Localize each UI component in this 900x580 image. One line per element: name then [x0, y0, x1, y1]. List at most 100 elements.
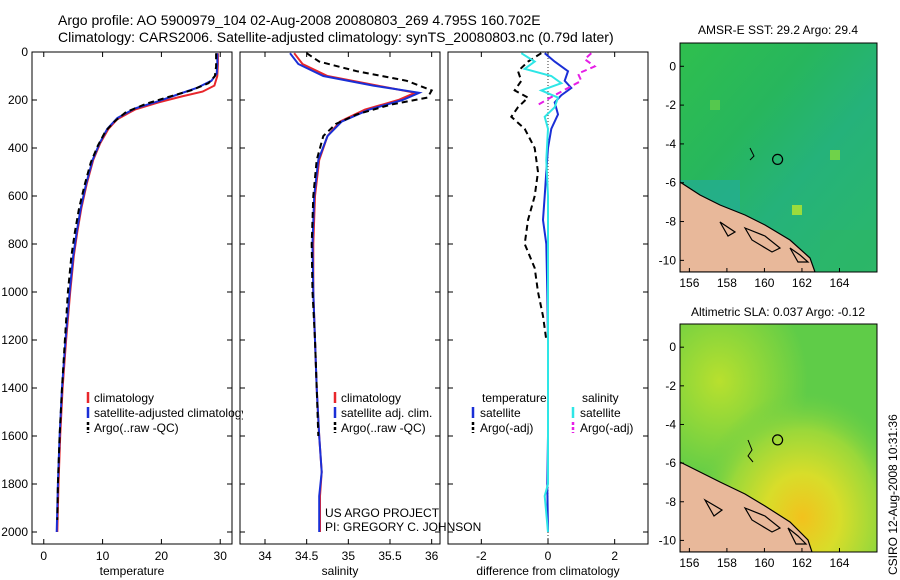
sla-coast-fragment [747, 439, 754, 463]
sla-map: Altimetric SLA: 0.037 Argo: -0.12 156 158… [659, 305, 878, 570]
map-x-tick-label: 158 [717, 556, 737, 570]
legend-label: climatology [94, 391, 154, 405]
legend-label: Argo(..raw -QC) [94, 421, 179, 435]
x-axis-label: temperature [100, 564, 165, 578]
sla-map-axes: 156 158 160 162 164 0 -2 -4 -6 -8 -10 [659, 340, 850, 570]
sla-land-solomon [680, 461, 813, 552]
map-y-tick-label: 0 [669, 340, 676, 354]
map-y-tick-label: -8 [665, 215, 676, 229]
map-x-tick-label: 156 [679, 556, 699, 570]
sst-warm-pixel [710, 100, 720, 110]
legend-label: satellite adj. clim. [341, 406, 432, 420]
x-tick-label: 35 [342, 549, 356, 563]
y-tick-label: 1800 [1, 477, 28, 491]
y-tick-label: 1200 [1, 333, 28, 347]
sst-map: AMSR-E SST: 29.2 Argo: 29.4 156 158 160 162… [659, 23, 878, 290]
climatology-title: Climatology: CARS2006. Satellite-adjuste… [58, 29, 614, 45]
y-tick-label: 0 [21, 45, 28, 59]
y-tick-label: 1400 [1, 381, 28, 395]
sla-map-frame [679, 323, 878, 553]
map-x-tick-label: 160 [754, 556, 774, 570]
series-satellite [289, 52, 423, 532]
map-y-tick-label: -10 [659, 253, 677, 267]
profile-title: Argo profile: AO 5900979_104 02-Aug-2008… [58, 12, 541, 28]
chart-temperature: 0 10 20 30 0 200 400 600 800 1000 1200 1400 1600 1800… [1, 45, 247, 578]
sst-land-island [743, 226, 782, 253]
map-y-tick-label: -10 [659, 533, 677, 547]
legend-label: Argo(-adj) [480, 421, 533, 435]
argo-location-marker [771, 434, 784, 446]
series-argo_salinity [537, 52, 597, 106]
x-tick-label: 2 [611, 549, 618, 563]
x-tick-label: 30 [214, 549, 228, 563]
map-x-tick-label: 160 [754, 276, 774, 290]
map-y-tick-label: -4 [665, 417, 676, 431]
series-climatology [56, 53, 219, 533]
series-argo [509, 52, 548, 341]
sst-land-island [719, 221, 737, 237]
x-tick-label: 10 [96, 549, 110, 563]
y-tick-label: 800 [8, 237, 28, 251]
x-tick-label: 34.5 [295, 549, 319, 563]
sst-map-title: AMSR-E SST: 29.2 Argo: 29.4 [698, 23, 858, 37]
sst-map-axes: 156 158 160 162 164 0 -2 -4 -6 -8 -10 [659, 59, 850, 290]
profile-plots: 0 10 20 30020040060080010001200140016001800… [1, 45, 649, 578]
y-tick-label: 1000 [1, 285, 28, 299]
sst-coast-fragment [749, 147, 755, 161]
map-x-tick-label: 164 [829, 276, 849, 290]
sla-land-island [787, 527, 808, 545]
y-tick-label: 200 [8, 93, 28, 107]
legend-label: Argo(..raw -QC) [341, 421, 426, 435]
legend-label: Argo(-adj) [580, 421, 633, 435]
map-y-tick-label: -8 [665, 495, 676, 509]
legend-group-heading: salinity [582, 391, 619, 405]
series-satellite [55, 53, 219, 533]
legend-label: satellite [480, 406, 521, 420]
plot-frame [31, 51, 233, 545]
x-tick-label: 36 [425, 549, 439, 563]
y-tick-label: 2000 [1, 525, 28, 539]
x-tick-label: -2 [476, 549, 487, 563]
argo-location-marker [771, 153, 784, 165]
map-x-tick-label: 162 [792, 276, 812, 290]
project-pi: PI: GREGORY C. JOHNSON [325, 520, 482, 534]
sst-land-solomon [680, 181, 816, 272]
x-axis-label: salinity [322, 564, 359, 578]
x-tick-label: 35.5 [378, 549, 402, 563]
project-credit: US ARGO PROJECT PI: GREGORY C. JOHNSON [325, 506, 481, 534]
sla-land-island [703, 498, 724, 517]
x-tick-label: 0 [40, 549, 47, 563]
legend-label: satellite [580, 406, 621, 420]
map-y-tick-label: -2 [665, 98, 676, 112]
sla-map-title: Altimetric SLA: 0.037 Argo: -0.12 [691, 305, 865, 319]
map-x-tick-label: 164 [829, 556, 849, 570]
project-name: US ARGO PROJECT [325, 506, 440, 520]
y-tick-label: 400 [8, 141, 28, 155]
series-argo [56, 53, 218, 521]
sst-warm-pixel [830, 150, 840, 160]
legend-label: climatology [341, 391, 401, 405]
sst-land-island [789, 247, 810, 263]
csiro-timestamp: CSIRO 12-Aug-2008 10:31:36 [886, 414, 900, 575]
x-tick-label: 0 [545, 549, 552, 563]
legend-group-heading: temperature [482, 391, 547, 405]
series-argo [306, 52, 434, 437]
map-x-tick-label: 158 [717, 276, 737, 290]
plot-frame [239, 51, 441, 545]
sla-land-island [743, 506, 782, 533]
x-axis-label: difference from climatology [476, 564, 619, 578]
y-tick-label: 600 [8, 189, 28, 203]
sst-patch [820, 230, 877, 272]
chart-salinity: 34 34.5 35 35.5 36 salinity climatologysatelli… [239, 51, 441, 578]
map-x-tick-label: 162 [792, 556, 812, 570]
map-y-tick-label: -4 [665, 137, 676, 151]
x-tick-label: 34 [258, 549, 272, 563]
sst-warm-pixel [792, 205, 802, 215]
x-tick-label: 20 [155, 549, 169, 563]
map-y-tick-label: -2 [665, 379, 676, 393]
legend-label: satellite-adjusted climatology [94, 406, 247, 420]
